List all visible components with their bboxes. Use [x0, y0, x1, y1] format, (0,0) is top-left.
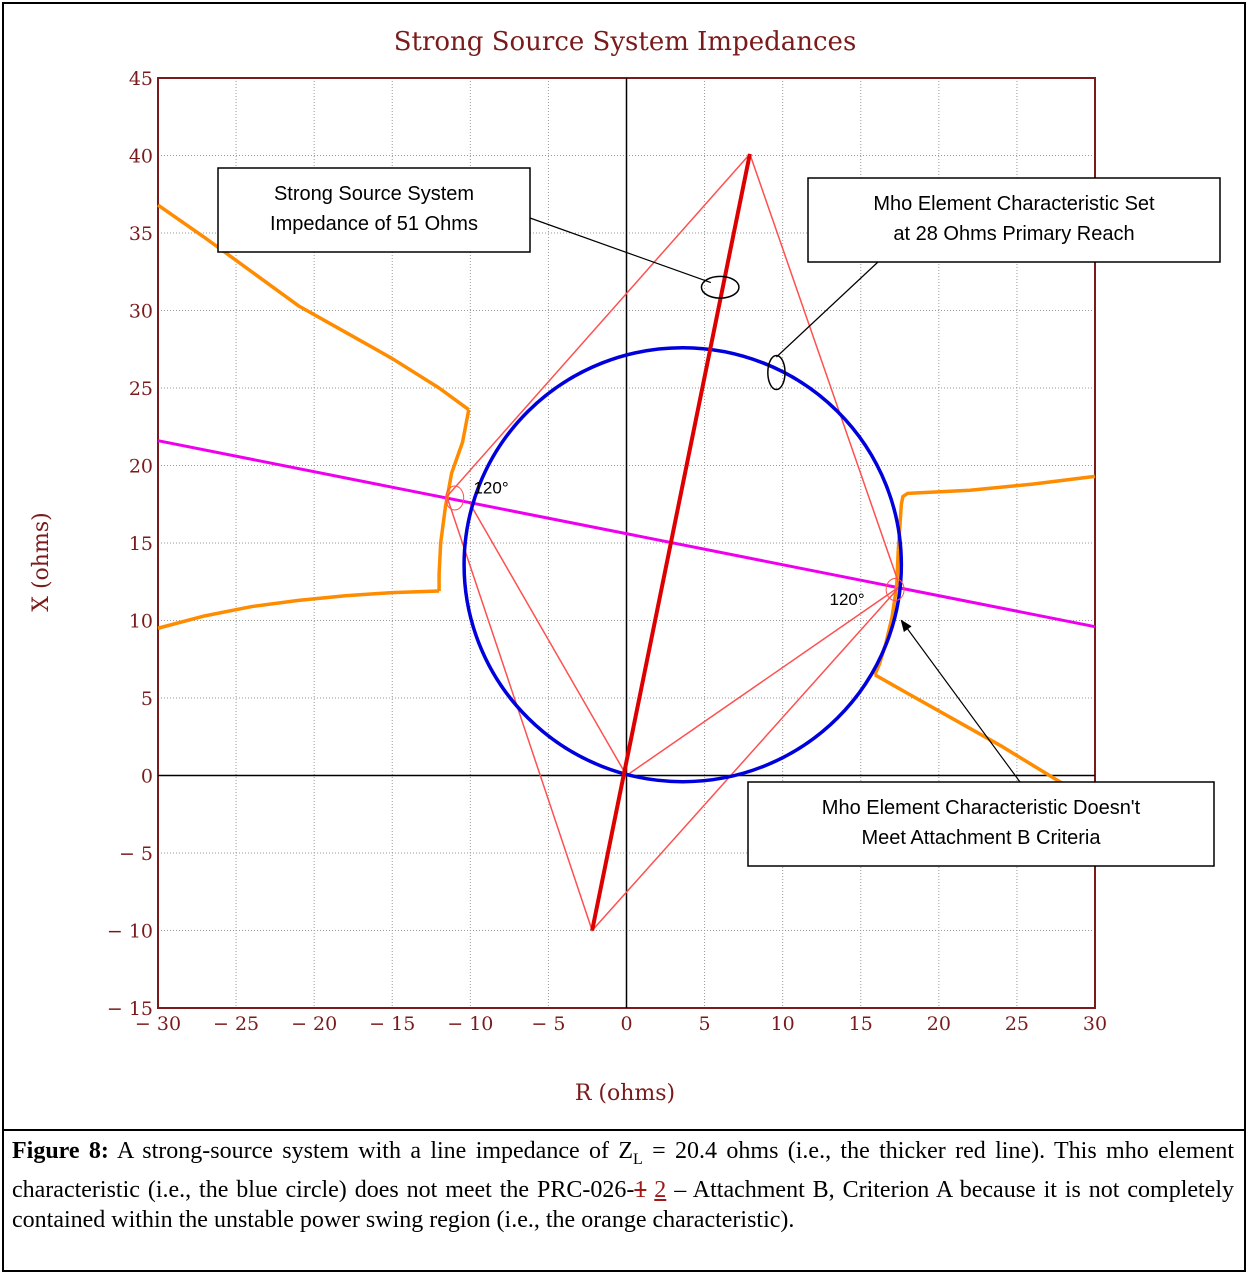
y-tick-label: 30 — [129, 301, 153, 323]
unstable-region-segment — [437, 409, 471, 592]
line-impedance — [590, 153, 752, 931]
unstable-region-segment — [157, 203, 470, 412]
angle-arc-left — [445, 485, 465, 511]
callout-box — [747, 781, 1215, 867]
angle-label-right: 120° — [830, 590, 865, 609]
caption-subscript: L — [633, 1150, 643, 1168]
y-tick-label: − 10 — [107, 921, 153, 943]
x-tick-label: 5 — [699, 1013, 711, 1035]
tick-labels: − 30 − 25 − 20 − 15 − 10 − 5 0 5 10 15 20 25 30 − 15 −… — [107, 68, 1107, 1035]
x-tick-label: 30 — [1083, 1013, 1107, 1035]
caption-text-3: – Attachment B, Criterion A because it i… — [12, 1176, 1235, 1233]
caption-deleted-text: 1 — [634, 1176, 647, 1203]
angle-arc-right — [885, 578, 905, 601]
x-tick-label: − 30 — [135, 1013, 181, 1035]
unstable-region-segment — [873, 550, 900, 676]
y-tick-label: 35 — [129, 223, 153, 245]
y-axis-label: X (ohms) — [29, 512, 54, 611]
magenta-line — [157, 439, 1096, 629]
mho-circle — [462, 345, 904, 784]
callout-box — [807, 177, 1221, 263]
y-tick-label: 5 — [141, 688, 153, 710]
x-axis-label: R (ohms) — [575, 1081, 675, 1106]
unstable-region-segment — [157, 589, 440, 630]
x-tick-label: − 20 — [291, 1013, 337, 1035]
caption-text-2: = 20.4 ohms (i.e., the thicker red line)… — [12, 1138, 1235, 1203]
y-tick-label: 25 — [129, 378, 153, 400]
unstable-region-segment — [896, 474, 1096, 551]
callout-text: Mho Element Characteristic Set — [873, 193, 1155, 215]
callout-box — [217, 167, 531, 253]
figure-caption: Figure 8: A strong-source system with a … — [12, 1136, 1234, 1235]
x-tick-label: − 5 — [531, 1013, 565, 1035]
callout-ellipse-mho — [767, 354, 786, 391]
callout-ellipse-system — [700, 275, 740, 299]
y-tick-label: 0 — [141, 766, 153, 788]
callout-text: Strong Source System — [274, 183, 474, 205]
x-tick-label: − 10 — [447, 1013, 493, 1035]
callout-leader — [776, 261, 879, 358]
y-tick-label: 20 — [129, 456, 153, 478]
caption-inserted-text: 2 — [654, 1176, 667, 1203]
callout-text: Impedance of 51 Ohms — [270, 213, 478, 235]
chart-title: Strong Source System Impedances — [394, 27, 857, 57]
x-tick-label: 0 — [620, 1013, 632, 1035]
x-tick-label: 15 — [849, 1013, 873, 1035]
callout-leader — [900, 619, 1021, 783]
x-tick-label: 25 — [1005, 1013, 1029, 1035]
caption-divider — [2, 1129, 1246, 1131]
caption-label: Figure 8: — [12, 1138, 109, 1164]
plot-area: 120° 120° — [157, 153, 1096, 932]
callouts: Strong Source System Impedance of 51 Ohms… — [217, 167, 1221, 867]
y-tick-label: − 15 — [107, 998, 153, 1020]
y-tick-label: 40 — [129, 146, 153, 168]
x-tick-label: − 25 — [213, 1013, 259, 1035]
x-tick-label: 10 — [771, 1013, 795, 1035]
callout-text: Mho Element Characteristic Doesn't — [822, 797, 1141, 819]
unstable-region-segment — [873, 673, 1064, 785]
callout-leader — [529, 217, 712, 284]
angle-label-left: 120° — [473, 478, 508, 497]
caption-text-1: A strong-source system with a line imped… — [108, 1138, 634, 1164]
y-tick-label: 15 — [129, 533, 153, 555]
x-tick-label: − 15 — [369, 1013, 415, 1035]
y-tick-label: − 5 — [119, 843, 153, 865]
callout-text: Meet Attachment B Criteria — [862, 827, 1102, 849]
callout-text: at 28 Ohms Primary Reach — [893, 223, 1134, 245]
impedance-chart: Strong Source System Impedances 120°120°… — [29, 27, 1221, 1106]
x-tick-label: 20 — [927, 1013, 951, 1035]
y-tick-label: 10 — [129, 611, 153, 633]
y-tick-label: 45 — [129, 68, 153, 90]
